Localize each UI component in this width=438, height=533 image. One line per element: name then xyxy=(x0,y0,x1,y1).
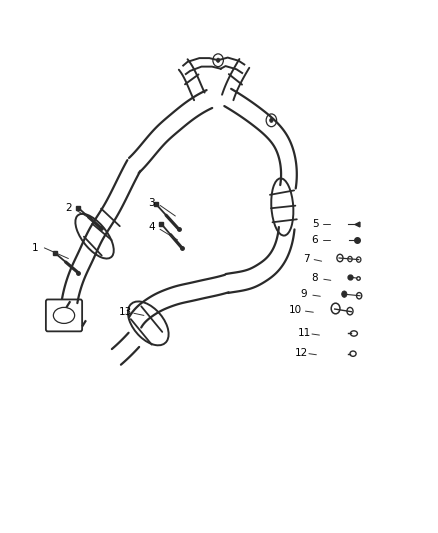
Circle shape xyxy=(216,58,220,62)
Text: 11: 11 xyxy=(297,328,311,338)
Text: 9: 9 xyxy=(301,289,307,299)
Circle shape xyxy=(270,118,273,123)
Text: 10: 10 xyxy=(289,305,302,315)
Text: 6: 6 xyxy=(312,235,318,245)
Text: 5: 5 xyxy=(312,219,318,229)
Text: 7: 7 xyxy=(303,254,310,263)
Text: 1: 1 xyxy=(32,243,39,253)
Circle shape xyxy=(342,291,347,297)
Text: 2: 2 xyxy=(65,203,72,213)
Text: 8: 8 xyxy=(312,273,318,283)
Text: 13: 13 xyxy=(119,306,132,317)
Text: 3: 3 xyxy=(148,198,155,208)
Text: 4: 4 xyxy=(148,222,155,232)
Text: 12: 12 xyxy=(294,348,308,358)
